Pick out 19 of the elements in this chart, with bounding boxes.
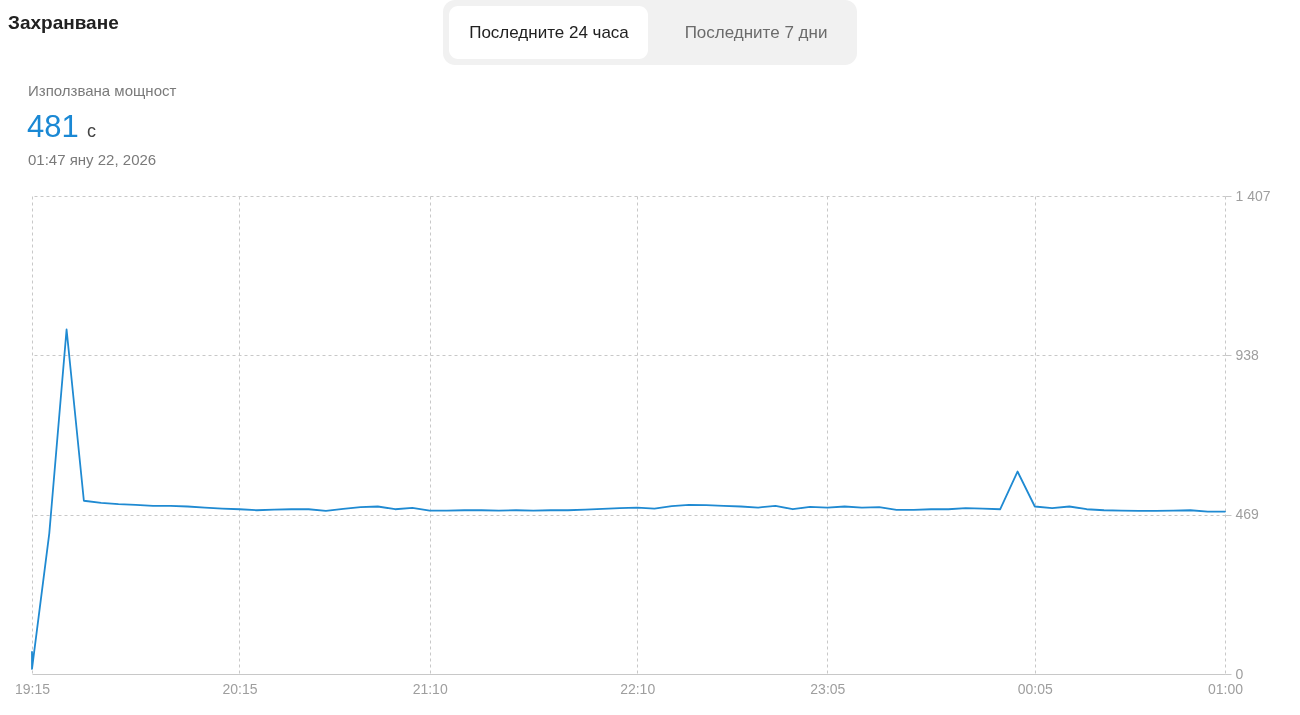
x-tick-label: 01:00 (1207, 680, 1244, 697)
y-tick-label: 0 (1235, 665, 1244, 682)
x-tick-label: 00:05 (1017, 680, 1054, 697)
y-tick-label: 938 (1235, 346, 1260, 363)
line-series (31, 328, 1226, 670)
chart-title: Захранване (8, 12, 119, 33)
x-tick-label: 20:15 (222, 680, 258, 697)
text: с (87, 121, 96, 141)
x-tick-label: 23:05 (810, 680, 846, 697)
text: Последните 24 часа (469, 23, 630, 42)
x-tick-label: 21:10 (412, 680, 448, 697)
text: 01:47 яну 22, 2026 (28, 151, 157, 168)
y-tick-label: 469 (1235, 506, 1260, 523)
text: 481 (27, 109, 79, 144)
text: Използвана мощност (28, 82, 177, 99)
y-tick-label: 1 407 (1235, 187, 1271, 204)
x-tick-label: 22:10 (620, 680, 656, 697)
x-tick-label: 19:15 (14, 680, 51, 697)
text: Последните 7 дни (684, 23, 828, 42)
